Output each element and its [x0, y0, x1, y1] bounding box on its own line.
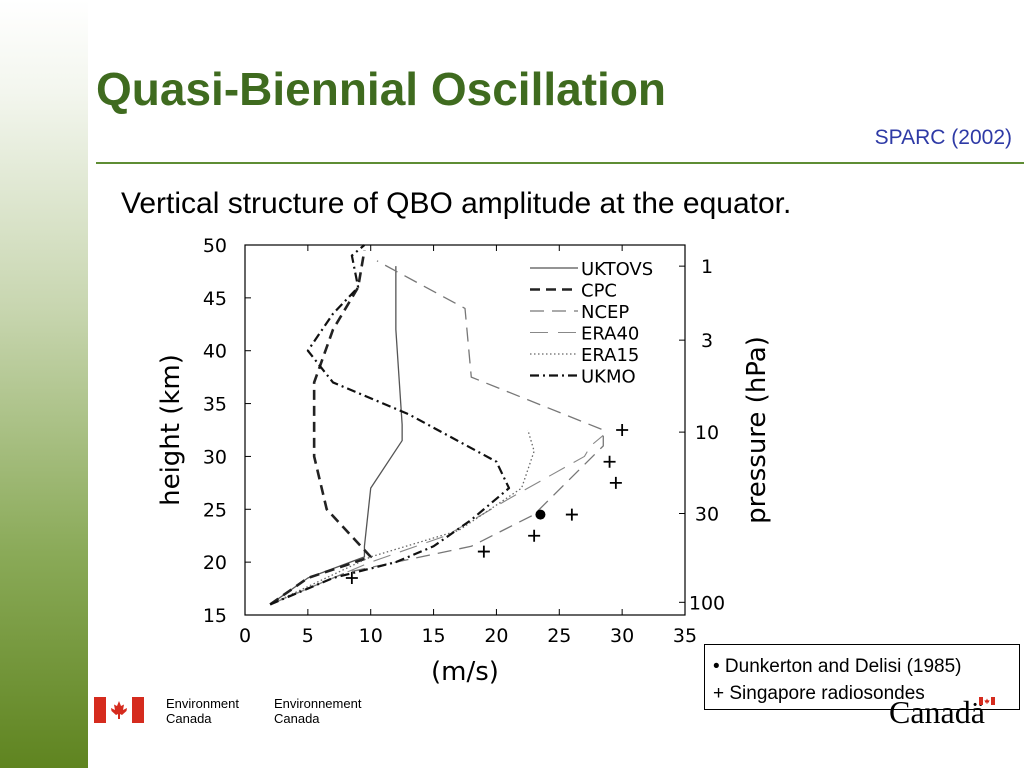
- y-tick-label: 25: [203, 499, 227, 521]
- singapore-plus-marker: [565, 508, 578, 521]
- y2-tick-label: 1: [701, 256, 713, 278]
- singapore-plus-marker: [603, 455, 616, 468]
- singapore-plus-marker: [528, 529, 541, 542]
- legend-label-ukmo: UKMO: [581, 367, 636, 388]
- y2-tick-label: 100: [689, 592, 725, 614]
- canada-flag-icon: [94, 697, 144, 723]
- singapore-plus-marker: [616, 424, 629, 436]
- singapore-plus-marker: [609, 476, 622, 489]
- plot-frame: [244, 244, 686, 616]
- series-line-cpc: [269, 250, 373, 606]
- y-tick-label: 35: [203, 394, 227, 416]
- canada-wordmark: Canadä: [889, 694, 985, 730]
- y2-axis-label: pressure (hPa): [742, 336, 772, 524]
- slide-title: Quasi-Biennial Oscillation: [96, 63, 667, 115]
- y-tick-label: 20: [203, 552, 227, 574]
- french-line-2: Canada: [274, 711, 320, 726]
- singapore-plus-marker: [477, 545, 490, 558]
- x-tick-label: 25: [547, 625, 571, 647]
- slide-subtitle: Vertical structure of QBO amplitude at t…: [121, 187, 792, 220]
- singapore-plus-marker: [345, 572, 358, 584]
- y-tick-label: 45: [203, 288, 227, 310]
- legend-label-cpc: CPC: [581, 281, 617, 302]
- x-tick-label: 35: [673, 625, 697, 647]
- side-gradient-band: [0, 0, 88, 768]
- x-tick-label: 30: [610, 625, 634, 647]
- french-line-1: Environnement: [274, 696, 362, 711]
- series-line-ukmo: [269, 244, 511, 606]
- x-tick-label: 5: [302, 625, 314, 647]
- wordmark-flag-icon: [979, 697, 995, 705]
- legend-label-era40: ERA40: [581, 324, 639, 345]
- singapore-radiosondes-legend-item: + Singapore radiosondes: [713, 683, 925, 704]
- legend-label-uktovs: UKTOVS: [581, 259, 653, 280]
- source-citation: SPARC (2002): [874, 126, 1012, 149]
- english-line-2: Canada: [166, 711, 212, 726]
- footer: Environment Canada Environnement Canada …: [0, 690, 1024, 768]
- legend-label-era15: ERA15: [581, 345, 639, 366]
- title-divider: [96, 162, 1024, 164]
- series-line-era40: [269, 434, 604, 605]
- x-tick-label: 0: [239, 625, 251, 647]
- y-tick-label: 40: [203, 341, 227, 363]
- legend-label-ncep: NCEP: [581, 302, 629, 323]
- english-line-1: Environment: [166, 696, 239, 711]
- y2-tick-label: 30: [695, 504, 719, 526]
- x-tick-label: 10: [359, 625, 383, 647]
- environnement-canada-text: Environnement Canada: [274, 696, 361, 726]
- y-tick-label: 50: [203, 235, 227, 257]
- y2-tick-label: 10: [695, 422, 719, 444]
- observations-legend-box: • Dunkerton and Delisi (1985) + Singapor…: [704, 644, 1020, 710]
- x-tick-label: 15: [421, 625, 445, 647]
- y-axis-label: height (km): [156, 354, 186, 506]
- chart-svg: 0 5 10 15 20 25 30 35 15 20 25 30 35 40 45 50 1 3 10 30 100 (…: [156, 235, 772, 687]
- environment-canada-text: Environment Canada: [166, 696, 239, 726]
- x-tick-label: 20: [484, 625, 508, 647]
- series-line-era15: [269, 429, 535, 606]
- dunkerton-delisi-legend-item: • Dunkerton and Delisi (1985): [713, 656, 962, 677]
- y-tick-label: 30: [203, 446, 227, 468]
- y-tick-label: 15: [203, 605, 227, 627]
- chart-layer: 0 5 10 15 20 25 30 35 15 20 25 30 35 40 45 50 1 3 10 30 100 (…: [156, 235, 772, 687]
- dunkerton-delisi-point: [535, 509, 546, 520]
- series-line-ncep: [269, 260, 604, 606]
- y2-tick-label: 3: [701, 330, 713, 352]
- qbo-amplitude-chart: 0 5 10 15 20 25 30 35 15 20 25 30 35 40 45 50 1 3 10 30 100 (…: [155, 228, 795, 693]
- x-axis-label: (m/s): [431, 657, 499, 687]
- series-line-uktovs: [269, 266, 403, 605]
